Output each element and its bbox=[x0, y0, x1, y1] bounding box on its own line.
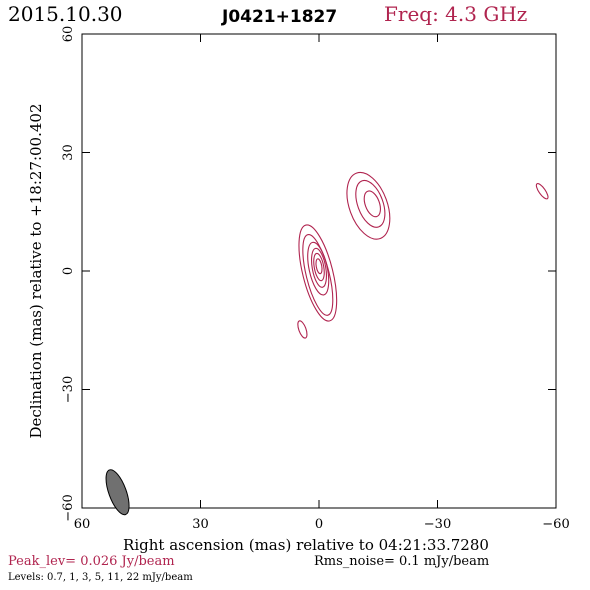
contour-line bbox=[346, 171, 391, 240]
x-tick-label: 60 bbox=[74, 517, 91, 532]
contour-line bbox=[307, 241, 330, 296]
contour-component-jet_knot bbox=[346, 171, 391, 240]
contour-line bbox=[298, 224, 338, 322]
frequency-label: Freq: 4.3 GHz bbox=[384, 2, 528, 26]
y-axis-label: Declination (mas) relative to +18:27:00.… bbox=[27, 103, 45, 438]
contour-line bbox=[313, 252, 325, 282]
contour-line bbox=[535, 183, 549, 200]
rms-noise: Rms_noise= 0.1 mJy/beam bbox=[314, 554, 490, 569]
y-tick-label: −30 bbox=[61, 376, 76, 403]
contour-line bbox=[315, 258, 323, 275]
contour-line bbox=[355, 179, 386, 228]
x-tick-label: 30 bbox=[192, 517, 209, 532]
source-name: J0421+1827 bbox=[222, 7, 338, 27]
contour-component-south_blob bbox=[297, 320, 308, 339]
y-tick-label: 60 bbox=[61, 26, 76, 43]
contour-line bbox=[297, 320, 308, 339]
x-axis-label: Right ascension (mas) relative to 04:21:… bbox=[123, 536, 489, 554]
plot-frame bbox=[81, 33, 557, 509]
y-tick-label: −60 bbox=[61, 494, 76, 521]
contour-line bbox=[302, 234, 334, 316]
contour-line bbox=[363, 190, 381, 218]
x-tick-label: −60 bbox=[542, 517, 569, 532]
contour-levels: Levels: 0.7, 1, 3, 5, 11, 22 mJy/beam bbox=[8, 572, 193, 583]
beam-ellipse bbox=[105, 469, 130, 516]
contour-component-core bbox=[298, 224, 338, 322]
beam-group bbox=[105, 469, 130, 516]
y-tick-label: 30 bbox=[61, 144, 76, 161]
observation-date: 2015.10.30 bbox=[8, 2, 123, 26]
contour-group bbox=[297, 171, 549, 339]
y-tick-label: 0 bbox=[61, 267, 76, 275]
peak-level: Peak_lev= 0.026 Jy/beam bbox=[8, 554, 175, 569]
x-tick-label: 0 bbox=[315, 517, 323, 532]
contour-line bbox=[311, 247, 327, 288]
tick-labels: 60 30 0 −30 −60 −60 −30 0 30 60 bbox=[61, 26, 570, 532]
contour-component-east_blob bbox=[535, 183, 549, 200]
axis-ticks bbox=[81, 33, 557, 509]
x-tick-label: −30 bbox=[424, 517, 451, 532]
